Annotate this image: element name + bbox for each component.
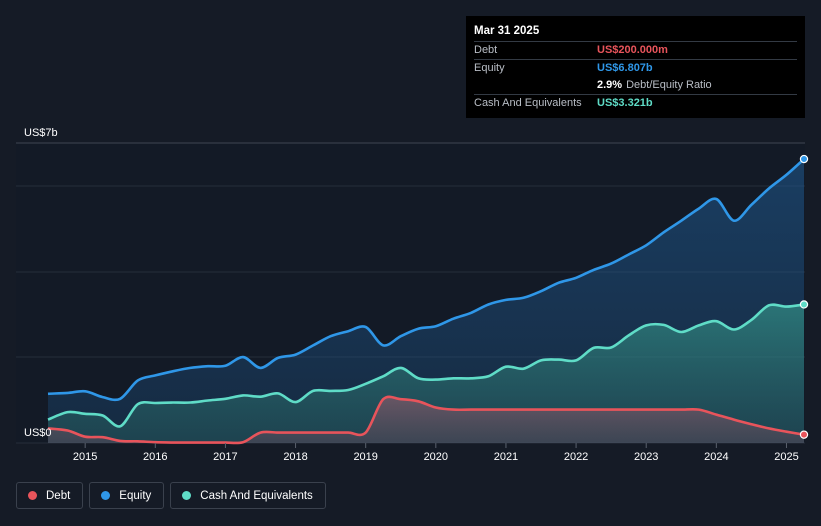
tooltip-row-debt: Debt US$200.000m [474,41,797,59]
line-debt [47,395,805,445]
line-equity [47,158,805,402]
y-tick-label-bottom: US$0 [24,427,52,439]
x-tick-label: 2021 [494,451,518,463]
legend-item-cash[interactable]: Cash And Equivalents [170,482,326,509]
legend-label-debt: Debt [46,489,71,502]
x-tick-label: 2016 [143,451,167,463]
end-markers [799,154,809,439]
tooltip-row-equity: Equity US$6.807b [474,59,797,77]
tooltip-label-cash: Cash And Equivalents [474,97,582,109]
legend-item-debt[interactable]: Debt [16,482,84,509]
x-tick-label: 2018 [283,451,307,463]
legend-dot-debt [28,491,37,500]
x-tick-label: 2019 [353,451,377,463]
tooltip: Mar 31 2025 Debt US$200.000m Equity US$6… [466,16,805,118]
legend-label-equity: Equity [119,489,152,502]
legend-label-cash: Cash And Equivalents [200,489,313,502]
y-tick-label-top: US$7b [24,127,58,139]
x-tick-label: 2025 [774,451,798,463]
legend-item-equity[interactable]: Equity [89,482,165,509]
tooltip-label-equity: Equity [474,62,505,74]
legend-dot-cash [182,491,192,500]
end-point-debt [799,430,809,439]
x-tick-label: 2017 [213,451,237,463]
x-tick-label: 2020 [424,451,448,463]
tooltip-ratio-caption: Debt/Equity Ratio [626,79,712,91]
tooltip-label-debt: Debt [474,44,498,56]
x-tick-label: 2024 [704,451,728,463]
x-tick-label: 2023 [634,451,658,463]
x-tick-label: 2015 [73,451,97,463]
tooltip-label-ratio [474,77,597,94]
tooltip-row-ratio: 2.9% Debt/Equity Ratio [474,77,797,94]
series-lines [47,158,805,445]
end-point-cash-and-equivalents [799,300,809,309]
area-debt [48,396,804,444]
tooltip-value-debt: US$200.000m [597,44,668,56]
legend-dot-equity [101,491,111,500]
tooltip-value-cash: US$3.321b [597,97,653,109]
legend: Debt Equity Cash And Equivalents [16,482,326,509]
line-cash-and-equivalents [47,303,805,428]
tooltip-row-cash: Cash And Equivalents US$3.321b [474,94,797,112]
end-point-equity [799,154,809,164]
tooltip-value-equity: US$6.807b [597,62,653,74]
tooltip-value-ratio: 2.9% [597,79,623,91]
x-tick-label: 2022 [564,451,588,463]
tooltip-date: Mar 31 2025 [474,25,540,37]
x-axis: 2015 2016 2017 2018 2019 2020 2021 2022 2023 2024… [73,443,799,463]
